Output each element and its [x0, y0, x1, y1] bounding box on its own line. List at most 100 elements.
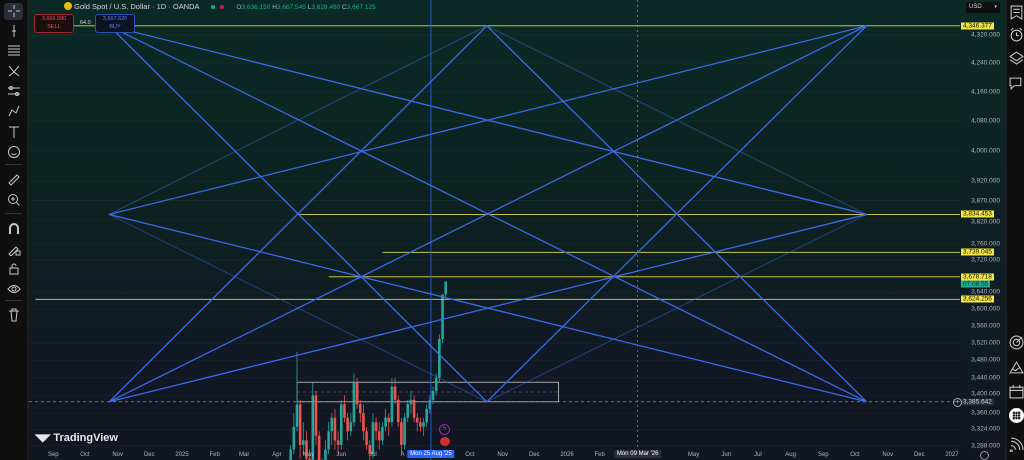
candle-body	[295, 404, 299, 427]
time-tick-label: Aug	[785, 452, 796, 458]
symbol-legend: Gold Spot / U.S. Dollar · 1D · OANDA O3,…	[64, 2, 376, 11]
node-brush-icon[interactable]	[4, 103, 23, 120]
candle-body	[317, 435, 321, 460]
time-tick-label: May	[302, 452, 315, 458]
price-tick-label: 3,288.000	[971, 442, 1000, 450]
axis-settings-icon[interactable]	[980, 451, 989, 460]
signal-icon[interactable]	[1009, 437, 1024, 453]
crosshair-date-label: Mon 25 Aug '25	[407, 450, 455, 458]
chevron-down-icon: ▾	[994, 4, 997, 10]
trend-line	[108, 25, 488, 403]
time-tick-label: A	[400, 452, 405, 458]
candle-body	[403, 417, 406, 445]
price-tick-label: 4,320.000	[971, 31, 1000, 39]
symbol-title[interactable]: Gold Spot / U.S. Dollar · 1D · OANDA	[74, 2, 200, 11]
magnet-icon[interactable]	[4, 221, 23, 238]
candle-body	[339, 404, 343, 445]
us-flag-event-icon[interactable]	[440, 437, 450, 446]
candle-body	[311, 395, 315, 460]
time-tick-label: Feb	[594, 452, 605, 458]
chat-icon[interactable]	[1009, 76, 1024, 91]
candle-body	[409, 399, 413, 405]
candle-body	[355, 382, 359, 405]
target-icon[interactable]	[1009, 335, 1024, 350]
layers-icon[interactable]	[1009, 50, 1024, 65]
sell-label: SELL	[47, 24, 61, 30]
price-line-tag: 3,834.453	[961, 210, 994, 218]
candle-body	[302, 440, 305, 445]
economic-event-icon[interactable]: ϟ	[439, 424, 450, 435]
candle-body	[308, 458, 311, 460]
price-tick-label: 3,520.000	[971, 339, 1000, 347]
price-tick-label: 3,440.000	[971, 374, 1000, 382]
alert-clock-icon[interactable]	[1009, 27, 1024, 42]
time-tick-label: Dec	[528, 452, 540, 458]
time-tick-label: Jun	[336, 452, 347, 458]
apps-grid-icon[interactable]	[1009, 408, 1024, 423]
ideas-icon[interactable]	[1009, 360, 1024, 375]
time-tick-label: Apr	[272, 452, 282, 458]
forecast-icon[interactable]	[4, 83, 23, 100]
candle-body	[324, 449, 327, 460]
trend-line	[486, 25, 867, 215]
chart-pane[interactable]: Gold Spot / U.S. Dollar · 1D · OANDA O3,…	[29, 0, 960, 460]
crosshair-icon[interactable]	[4, 3, 23, 20]
trash-icon[interactable]	[4, 307, 23, 324]
price-tick-label: 3,560.000	[971, 322, 1000, 330]
candle-body	[330, 417, 334, 432]
price-tick-label: 3,480.000	[971, 356, 1000, 364]
buy-price: 3,667.620	[102, 16, 128, 22]
lock-icon[interactable]	[4, 261, 23, 278]
candle-body	[390, 386, 394, 423]
buy-label: BUY	[109, 24, 121, 30]
text-icon[interactable]	[4, 124, 23, 141]
time-tick-label: 2025	[175, 452, 189, 458]
candle-body	[419, 422, 422, 427]
price-tick-label: 3,870.000	[971, 197, 1000, 205]
candle-body	[438, 338, 441, 378]
candle-body	[393, 386, 397, 400]
candle-body	[371, 422, 375, 455]
candle-body	[368, 444, 372, 455]
price-line-tag: 3,624.256	[961, 295, 994, 303]
last-price-tag: 3,385.642	[961, 398, 994, 406]
time-tick-label: Jul	[754, 452, 762, 458]
market-status-dot	[211, 5, 216, 9]
candle-body	[425, 408, 429, 423]
calendar-icon[interactable]	[1009, 384, 1024, 399]
trend-line	[109, 25, 487, 215]
toolbar-divider	[5, 213, 22, 214]
price-line-tag: 4,346.377	[961, 22, 994, 30]
tradingview-logo: ◥◤ TradingView	[35, 432, 118, 444]
trend-line-icon[interactable]	[4, 23, 23, 40]
add-alert-plus-icon[interactable]: +	[953, 397, 962, 407]
candle-body	[422, 422, 425, 427]
emoji-icon[interactable]	[4, 144, 23, 161]
ruler-icon[interactable]	[4, 172, 23, 189]
candle-body	[431, 390, 435, 400]
eye-icon[interactable]	[4, 281, 23, 298]
price-tick-label: 3,324.000	[971, 425, 1000, 433]
candle-body	[314, 395, 318, 436]
zoom-in-icon[interactable]	[4, 192, 23, 209]
time-tick-label: Nov	[497, 452, 508, 458]
chart-canvas[interactable]	[29, 0, 960, 460]
pattern-icon[interactable]	[4, 63, 23, 80]
time-tick-label: Jul	[369, 452, 377, 458]
currency-select[interactable]: USD ▾	[966, 2, 1000, 13]
spread-value: 64.0	[80, 20, 91, 26]
buy-button[interactable]: 3,667.620 BUY	[95, 14, 135, 33]
price-tick-label: 3,720.000	[971, 256, 1000, 264]
time-tick-label: 2027	[945, 452, 959, 458]
candle-body	[343, 404, 346, 418]
lock-drawing-icon[interactable]	[4, 241, 23, 258]
fib-retracement-icon[interactable]	[4, 42, 23, 59]
candle-body	[406, 404, 410, 418]
candle-body	[305, 440, 308, 459]
watchlist-icon[interactable]	[1009, 5, 1024, 20]
sell-button[interactable]: 3,666.980 SELL	[34, 14, 74, 33]
candle-body	[415, 417, 419, 423]
trend-line	[109, 214, 487, 403]
candle-body	[352, 382, 356, 423]
price-axis[interactable]: 4,346.377 3,834.453 3,739.045 3,678.718 3,62…	[960, 0, 1005, 460]
